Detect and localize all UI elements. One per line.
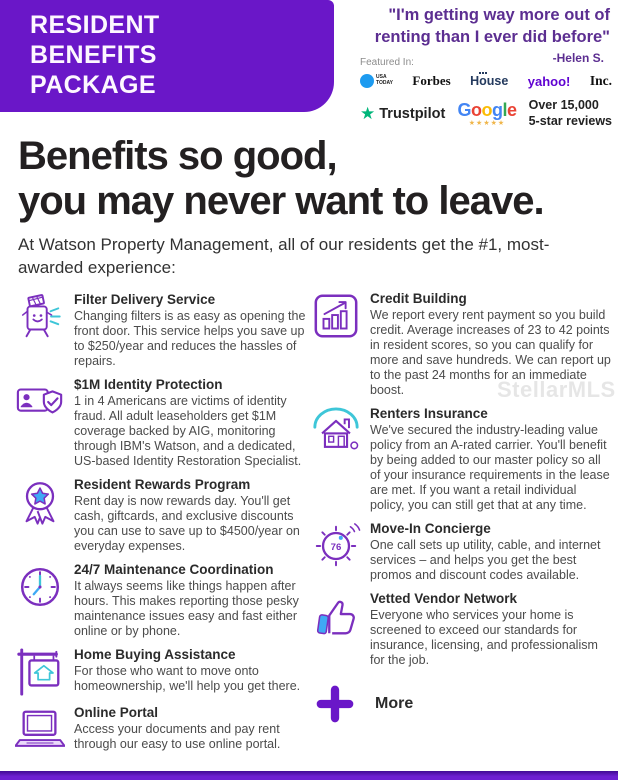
benefit-title: Home Buying Assistance [74,647,236,662]
usa-today-text: USA TODAY [376,74,393,87]
benefit-description: Changing filters is as easy as opening t… [74,309,306,368]
header-banner: RESIDENT BENEFITS PACKAGE [0,0,334,112]
benefits-column-right: Credit Building We report every rent pay… [311,291,611,724]
thumbs-up-icon [311,591,361,641]
benefit-description: It always seems like things happen after… [74,579,299,638]
benefit-description: Everyone who services your home is scree… [370,608,598,667]
quote-line: renting than I ever did before" [374,27,610,46]
forbes-logo: Forbes [412,73,451,88]
rewards-ribbon-icon [15,477,65,527]
google-letter: G [457,99,471,120]
testimonial-quote: "I'm getting way more out of renting tha… [334,5,610,66]
benefit-title: Online Portal [74,705,159,720]
benefit-item: $1M Identity Protection 1 in 4 Americans… [15,377,307,469]
google-letter: o [470,99,482,120]
quote-line: "I'm getting way more out of [388,6,610,24]
google-stars-icon: ★★★★★ [468,119,506,127]
google-logo: Google ★★★★★ [457,99,517,127]
trustpilot-logo: ★ Trustpilot [360,105,445,122]
benefit-description: Rent day is now rewards day. You'll get … [74,494,300,553]
usa-today-logo: USA TODAY [360,74,393,88]
featured-in-label: Featured In: [360,57,414,68]
benefit-description: One call sets up utility, cable, and int… [370,538,601,582]
review-count-line: Over 15,000 [528,98,599,112]
thermostat-icon: 76 [311,521,361,571]
svg-text:76: 76 [331,542,342,553]
laptop-icon [15,705,65,755]
review-count-line: 5-star reviews [528,113,612,128]
benefit-title: Resident Rewards Program [74,477,251,492]
usa-today-line: TODAY [376,80,393,86]
benefit-title: 24/7 Maintenance Coordination [74,562,274,577]
banner-title-line: BENEFITS [30,41,157,69]
benefit-title: Renters Insurance [370,406,488,421]
banner-title-line: PACKAGE [30,71,156,99]
quote-attribution: -Helen S. [552,50,604,65]
press-logo-row: USA TODAY Forbes House yahoo! Inc. [360,72,612,89]
featured-in-section: Featured In: USA TODAY Forbes House yaho… [360,57,612,129]
google-letter: g [491,99,503,120]
benefit-title: Credit Building [370,291,467,306]
trustpilot-star-icon: ★ [360,104,376,124]
identity-protection-icon [15,377,65,427]
benefit-title: $1M Identity Protection [74,377,223,392]
plus-icon [315,684,355,724]
benefit-item: Filter Delivery Service Changing filters… [15,292,307,369]
benefit-item: Vetted Vendor Network Everyone who servi… [311,591,611,668]
review-logo-row: ★ Trustpilot Google ★★★★★ Over 15,000 5-… [360,98,612,129]
google-letter: e [506,99,517,120]
benefits-column-left: Filter Delivery Service Changing filters… [15,292,307,763]
headline-line: you may never want to leave. [18,179,545,224]
home-sign-icon [15,647,65,697]
google-word: Google [457,99,517,120]
google-letter: l [502,99,507,120]
clock-icon [15,562,65,612]
benefit-description: 1 in 4 Americans are victims of identity… [74,394,302,468]
intro-text: At Watson Property Management, all of ou… [18,235,550,278]
house-insurance-icon [311,406,361,456]
banner-title-line: RESIDENT [30,11,160,39]
bottom-accent-bar [0,771,618,780]
benefit-item: Credit Building We report every rent pay… [311,291,611,398]
benefit-title: Vetted Vendor Network [370,591,518,606]
benefit-title: Filter Delivery Service [74,292,216,307]
stellar-mls-watermark: StellarMLS [497,377,616,402]
inc-logo: Inc. [589,73,612,88]
benefit-description: For those who want to move onto homeowne… [74,664,301,693]
more-row: More [315,684,611,724]
credit-chart-icon [311,291,361,341]
benefit-item: Online Portal Access your documents and … [15,705,307,755]
benefit-description: We've secured the industry-leading value… [370,423,610,512]
benefit-item: Home Buying Assistance For those who wan… [15,647,307,697]
google-letter: o [481,99,492,120]
benefit-description: We report every rent payment so you buil… [370,308,611,397]
more-label: More [375,695,414,712]
trustpilot-text: Trustpilot [379,105,446,122]
review-count: Over 15,000 5-star reviews [529,98,612,129]
headline-line: Benefits so good, [18,134,338,178]
page-title: Benefits so good, you may never want to … [18,134,545,224]
usa-today-circle-icon [360,74,374,88]
benefit-description: Access your documents and pay rent throu… [74,722,281,751]
banner-title: RESIDENT BENEFITS PACKAGE [0,0,334,100]
benefit-item: Resident Rewards Program Rent day is now… [15,477,307,554]
filter-delivery-icon [15,292,65,342]
yahoo-logo: yahoo! [527,73,571,89]
benefit-item: Renters Insurance We've secured the indu… [311,406,611,513]
benefit-item: 24/7 Maintenance Coordination It always … [15,562,307,639]
benefit-item: 76 Move-In Concierge One call sets up ut… [311,521,611,583]
benefit-title: Move-In Concierge [370,521,491,536]
usa-today-line: USA [376,74,387,81]
house-beautiful-logo: House [470,72,509,88]
